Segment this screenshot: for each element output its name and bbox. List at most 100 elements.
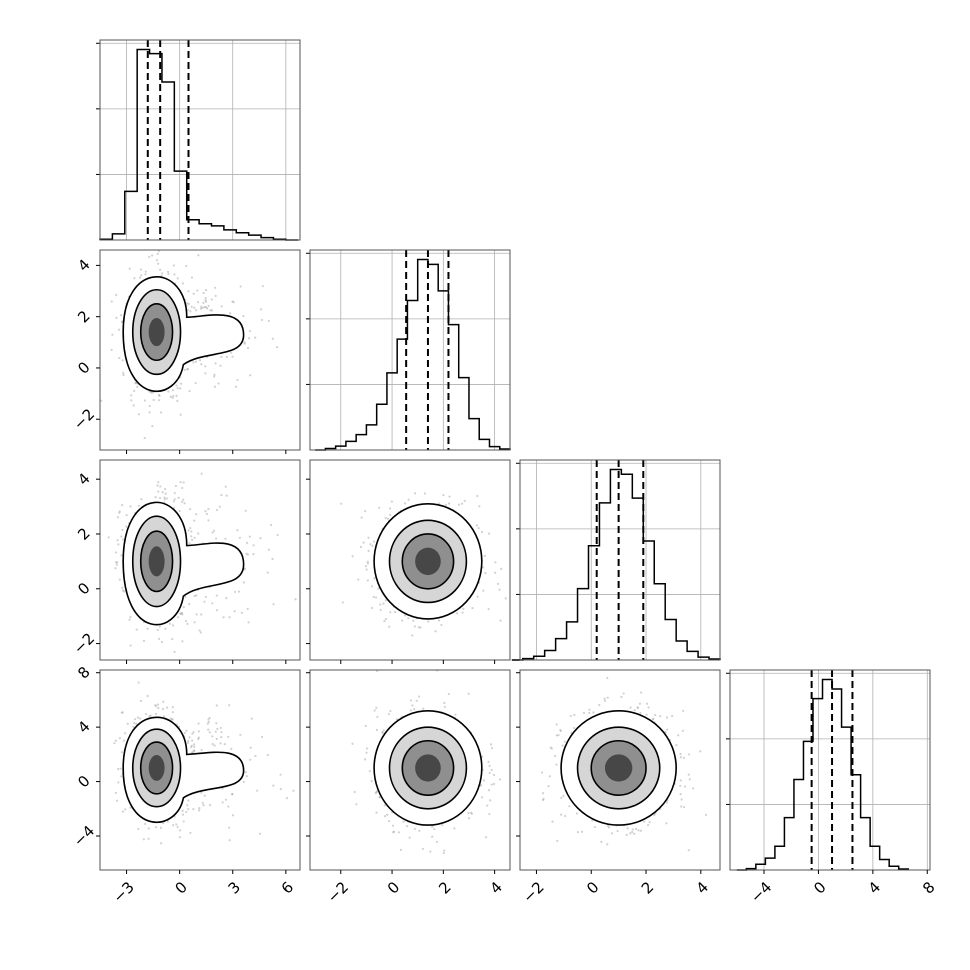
scatter-point [444,503,448,506]
scatter-point [248,329,252,333]
scatter-point [110,300,113,303]
scatter-point [209,309,212,312]
scatter-point [367,549,370,552]
scatter-point [201,801,204,804]
scatter-point [125,514,128,517]
scatter-point [442,851,445,855]
scatter-point [163,498,166,501]
scatter-point [148,255,151,259]
scatter-point [182,605,185,609]
scatter-point [403,502,407,505]
scatter-point [367,536,370,539]
scatter-point [363,758,367,761]
scatter-point [190,530,193,533]
scatter-point [178,836,181,839]
scatter-point [193,745,196,748]
density-contour [131,728,182,808]
scatter-point [384,516,387,520]
scatter-point [372,540,376,543]
scatter-point [121,589,125,592]
scatter-point [192,292,195,295]
scatter-point [129,616,132,619]
scatter-point [376,670,379,673]
scatter-point [189,526,192,530]
scatter-point [207,720,210,723]
scatter-point [179,612,182,615]
scatter-point [140,498,143,501]
scatter-point [178,829,182,832]
scatter-point [195,513,198,516]
scatter-point [154,826,158,829]
scatter-point [167,272,170,276]
density-contour [373,503,483,620]
scatter-point [204,510,207,513]
scatter-point [375,811,378,814]
scatter-point [205,512,208,516]
scatter-point [417,695,421,698]
scatter-point [210,309,214,312]
scatter-point [187,739,190,743]
scatter-point [386,517,390,520]
scatter-point [203,306,206,309]
scatter-point [214,286,217,289]
scatter-point [244,771,247,774]
scatter-point [252,553,255,556]
scatter-point [114,791,117,795]
scatter-point [120,535,123,538]
scatter-point [231,792,234,796]
scatter-point [203,600,206,603]
scatter-point [187,302,191,305]
scatter-point [186,367,190,371]
scatter-point [137,827,140,831]
scatter-point [389,709,392,713]
scatter-point [294,598,297,601]
scatter-point [197,722,200,725]
histogram-panel-1 [306,249,511,451]
scatter-point [193,621,196,624]
scatter-point [156,703,160,706]
scatter-point [431,835,434,838]
density-panel-0-1 [96,249,301,454]
scatter-point [492,782,496,786]
scatter-point [189,310,192,313]
scatter-point [212,529,216,532]
scatter-point [146,627,149,630]
scatter-point [162,822,165,825]
scatter-point [171,705,174,709]
scatter-point [118,511,121,514]
scatter-point [183,502,186,505]
scatter-point [470,812,474,815]
panel-frame [99,669,301,871]
scatter-point [159,826,163,829]
scatter-point [463,499,466,503]
scatter-point [116,561,119,564]
scatter-point [202,804,205,807]
scatter-point [181,640,184,643]
scatter-point [146,694,149,698]
scatter-point [488,812,491,816]
scatter-point [200,613,203,616]
scatter-point [366,579,369,582]
scatter-point [412,619,415,622]
scatter-point [475,524,479,527]
scatter-point [480,530,484,534]
scatter-point [666,728,669,731]
scatter-point [178,509,181,513]
scatter-point [118,737,121,740]
scatter-point [243,341,246,344]
scatter-point [364,724,367,728]
scatter-point [228,839,231,842]
scatter-point [137,413,140,416]
scatter-point [151,254,154,257]
scatter-point [236,529,239,532]
scatter-point [256,789,259,792]
scatter-point [382,729,385,732]
scatter-point [704,813,708,816]
scatter-point [224,798,228,801]
scatter-point [679,756,682,759]
scatter-point [135,628,138,631]
scatter-point [159,485,162,488]
scatter-point [413,827,416,831]
scatter-point [681,729,684,732]
scatter-point [139,717,142,720]
